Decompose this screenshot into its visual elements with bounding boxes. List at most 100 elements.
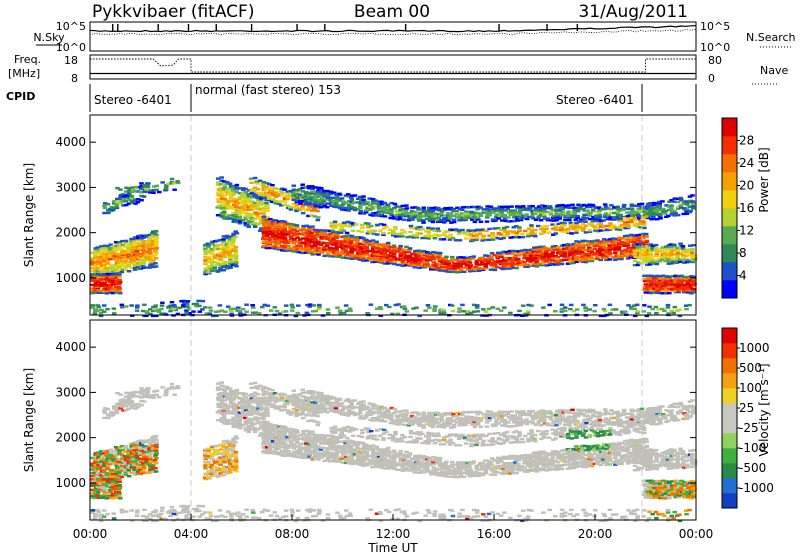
power-cell — [522, 253, 527, 257]
power-cell — [95, 272, 101, 276]
power-cell — [487, 234, 492, 237]
power-cell — [627, 207, 632, 211]
power-cell — [264, 230, 269, 234]
power-cell — [420, 236, 425, 240]
power-cell — [446, 270, 452, 273]
velocity-cell — [252, 422, 258, 426]
velocity-cell — [219, 398, 224, 401]
velocity-cell — [151, 394, 157, 397]
power-cell — [460, 218, 466, 222]
power-cell — [467, 270, 473, 273]
power-cell — [95, 262, 100, 266]
power-cell — [98, 311, 104, 315]
velocity-cell — [221, 470, 227, 474]
power-cell — [230, 187, 236, 190]
power-cell — [670, 288, 676, 292]
power-cell — [565, 245, 571, 248]
power-cell — [480, 256, 485, 260]
power-cell — [614, 237, 619, 241]
velocity-cell — [114, 492, 119, 495]
power-cell — [638, 219, 643, 223]
velocity-cell — [136, 450, 141, 453]
power-cell — [258, 195, 264, 198]
power-cell — [236, 201, 242, 204]
power-cell — [566, 227, 571, 231]
power-cell — [672, 209, 677, 213]
power-cell — [684, 283, 690, 286]
power-cell — [687, 276, 693, 280]
velocity-cell — [237, 420, 243, 424]
power-cell — [688, 201, 693, 204]
velocity-cell — [123, 466, 129, 469]
velocity-cell — [127, 392, 133, 395]
power-cell — [111, 265, 117, 269]
power-cell — [598, 253, 603, 256]
velocity-cell — [102, 474, 107, 477]
power-cell — [676, 285, 681, 289]
power-cell — [451, 207, 456, 211]
power-cell — [522, 312, 528, 316]
power-cell — [527, 205, 532, 208]
power-cell — [631, 247, 637, 251]
power-cell — [117, 273, 122, 276]
velocity-cell — [234, 405, 239, 408]
velocity-cell — [270, 399, 276, 402]
power-cell — [321, 199, 327, 203]
power-cell — [592, 239, 597, 243]
power-cell — [431, 257, 437, 261]
power-cell — [554, 218, 559, 222]
power-cell — [451, 220, 457, 224]
velocity-cell — [286, 409, 291, 412]
velocity-cell — [231, 416, 236, 420]
velocity-cell — [262, 401, 267, 404]
power-cell — [243, 211, 248, 215]
velocity-cell — [261, 391, 267, 395]
velocity-cell — [300, 408, 306, 412]
power-cell — [598, 258, 603, 262]
power-cell — [228, 192, 233, 195]
power-cell — [385, 256, 391, 259]
power-cell — [114, 291, 119, 294]
power-cell — [261, 227, 266, 230]
power-cell — [150, 247, 156, 250]
power-cell — [605, 238, 610, 242]
power-cell — [386, 241, 391, 245]
power-cell — [327, 255, 333, 258]
power-cell — [125, 247, 131, 250]
power-cell — [571, 242, 576, 246]
power-cell — [423, 234, 428, 238]
power-cell — [154, 184, 160, 188]
power-cell — [349, 239, 354, 243]
power-cell — [95, 289, 101, 292]
velocity-cell — [240, 392, 246, 395]
power-cell — [113, 270, 119, 273]
power-cell — [398, 251, 404, 255]
power-cell — [294, 246, 300, 249]
velocity-cell — [111, 411, 116, 415]
power-cell — [288, 208, 294, 211]
power-cell — [660, 200, 665, 203]
power-cell — [537, 247, 542, 251]
power-cell — [280, 246, 285, 249]
velocity-cell — [154, 451, 159, 455]
velocity-cell — [95, 472, 101, 475]
power-cell — [250, 311, 256, 314]
velocity-cell — [221, 443, 226, 446]
power-cell — [340, 246, 345, 250]
power-cell — [122, 245, 128, 248]
velocity-cell — [135, 443, 141, 447]
power-cell — [502, 228, 507, 231]
power-cell — [370, 260, 375, 264]
power-cell — [629, 254, 634, 257]
velocity-cell — [265, 408, 270, 412]
velocity-cell — [276, 398, 281, 401]
power-cell — [390, 230, 396, 233]
power-cell — [623, 227, 628, 230]
power-cell — [593, 206, 599, 209]
power-cell — [358, 212, 363, 215]
power-cell — [347, 307, 353, 310]
power-cell — [301, 242, 307, 246]
power-cell — [307, 303, 313, 306]
velocity-cell — [141, 449, 146, 453]
velocity-cell — [118, 393, 123, 396]
